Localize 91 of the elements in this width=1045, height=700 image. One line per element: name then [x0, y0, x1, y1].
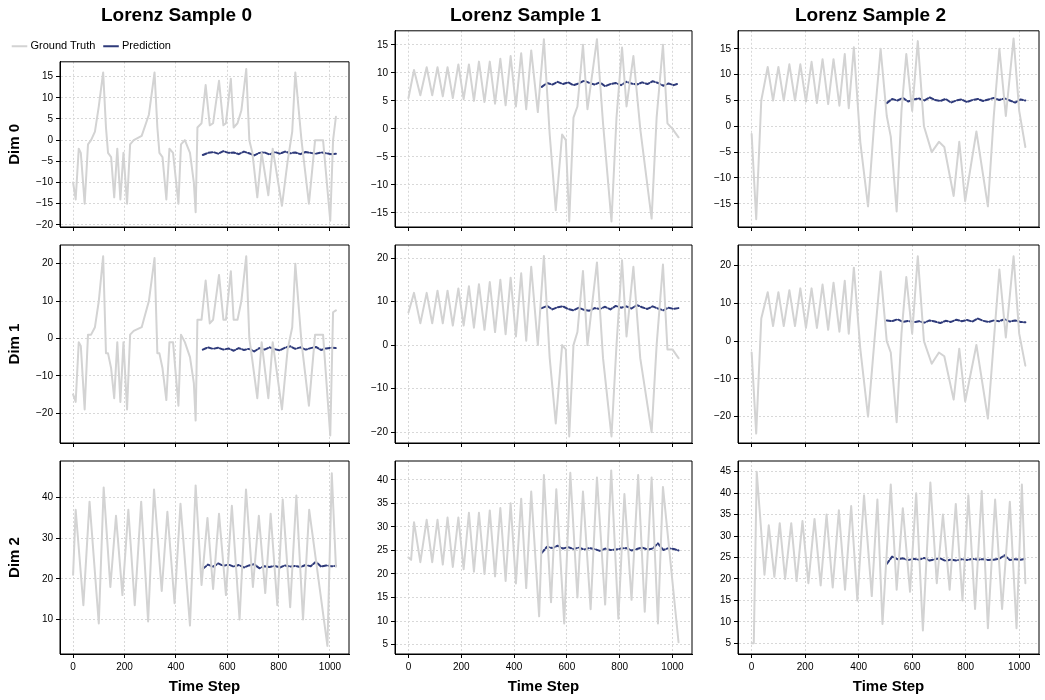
y-tick-label: 5	[725, 94, 732, 106]
y-tick-label: 5	[47, 112, 54, 124]
y-tick-label: 30	[41, 531, 54, 543]
y-tick-label: 10	[376, 295, 389, 307]
y-tick-label: 5	[382, 638, 389, 650]
x-axis-title: Time Step	[852, 677, 925, 695]
line-series	[885, 554, 1027, 565]
y-tick-label: 30	[376, 520, 389, 532]
chart-title: Lorenz Sample 1	[450, 3, 602, 25]
x-tick-label: 200	[116, 660, 134, 672]
y-tick-label: −15	[36, 197, 54, 209]
chart-title: Lorenz Sample 2	[795, 3, 946, 25]
y-tick-label: 40	[41, 491, 54, 503]
line-series	[540, 79, 680, 88]
chart-title: Lorenz Sample 0	[101, 3, 252, 25]
x-tick-label: 600	[903, 660, 921, 672]
y-tick-label: 10	[719, 68, 732, 80]
y-tick-label: −15	[714, 197, 732, 209]
y-tick-label: 20	[376, 251, 389, 263]
y-axis-title: Dim 1	[5, 323, 23, 365]
y-tick-label: −5	[41, 155, 54, 167]
x-tick-label: 200	[796, 660, 814, 672]
legend-label: Prediction	[122, 39, 171, 52]
x-tick-label: 400	[505, 660, 523, 672]
y-tick-label: 30	[719, 529, 732, 541]
line-series	[201, 560, 337, 570]
y-tick-label: 15	[719, 42, 732, 54]
y-tick-label: −5	[719, 145, 732, 157]
x-tick-label: 0	[748, 660, 755, 672]
y-tick-label: 0	[382, 338, 389, 350]
x-tick-label: 200	[452, 660, 471, 672]
y-tick-label: −10	[36, 369, 54, 381]
y-tick-label: 10	[719, 615, 732, 627]
x-tick-label: 600	[558, 660, 576, 672]
y-tick-label: 0	[47, 133, 54, 145]
y-tick-label: 5	[725, 637, 732, 649]
y-tick-label: 20	[719, 572, 732, 584]
y-tick-label: 40	[376, 473, 389, 485]
y-tick-label: 0	[382, 122, 389, 134]
y-tick-label: 15	[719, 594, 732, 606]
line-series	[540, 542, 680, 554]
y-tick-label: −10	[714, 372, 732, 384]
y-tick-label: −15	[371, 206, 389, 218]
y-tick-label: −10	[371, 382, 389, 394]
y-tick-label: 10	[41, 613, 54, 625]
x-tick-label: 0	[405, 660, 412, 672]
y-tick-label: −20	[36, 218, 54, 230]
x-tick-label: 0	[70, 660, 77, 672]
x-tick-label: 600	[218, 660, 237, 672]
x-axis-title: Time Step	[507, 677, 580, 695]
y-axis-title: Dim 2	[5, 537, 23, 578]
x-tick-label: 1000	[318, 660, 342, 672]
y-tick-label: 10	[376, 614, 389, 626]
y-tick-label: 10	[41, 294, 54, 306]
x-tick-label: 1000	[1008, 660, 1031, 672]
x-tick-label: 800	[611, 660, 629, 672]
y-tick-label: 45	[719, 465, 732, 477]
y-tick-label: 15	[41, 70, 54, 82]
x-tick-label: 800	[957, 660, 975, 672]
y-axis-title: Dim 0	[5, 123, 23, 165]
y-tick-label: 0	[725, 120, 732, 132]
x-tick-label: 400	[850, 660, 868, 672]
y-tick-label: 35	[376, 497, 389, 509]
y-tick-label: −20	[36, 406, 54, 418]
legend-label: Ground Truth	[30, 39, 96, 52]
y-tick-label: −5	[376, 150, 389, 162]
y-tick-label: 20	[376, 567, 389, 579]
y-tick-label: 15	[376, 38, 389, 50]
x-tick-label: 1000	[661, 660, 685, 672]
x-tick-label: 400	[167, 660, 185, 672]
y-tick-label: 15	[376, 591, 389, 603]
y-tick-label: −20	[714, 410, 732, 422]
y-tick-label: 40	[719, 486, 732, 498]
y-tick-label: −20	[371, 425, 389, 437]
y-tick-label: 20	[41, 572, 54, 584]
y-tick-label: 10	[41, 91, 54, 103]
y-tick-label: 20	[719, 259, 732, 271]
y-tick-label: −10	[714, 171, 732, 183]
y-tick-label: 10	[719, 297, 732, 309]
x-axis-title: Time Step	[168, 677, 241, 695]
x-tick-label: 800	[270, 660, 288, 672]
y-tick-label: 35	[719, 508, 732, 520]
y-tick-label: 0	[725, 334, 732, 346]
y-tick-label: 0	[47, 332, 54, 344]
y-tick-label: 10	[376, 66, 389, 78]
y-tick-label: 25	[719, 551, 732, 563]
y-tick-label: −10	[36, 176, 54, 188]
y-tick-label: 25	[376, 544, 389, 556]
y-tick-label: 5	[382, 94, 389, 106]
y-tick-label: −10	[371, 178, 389, 190]
y-tick-label: 20	[41, 257, 54, 269]
